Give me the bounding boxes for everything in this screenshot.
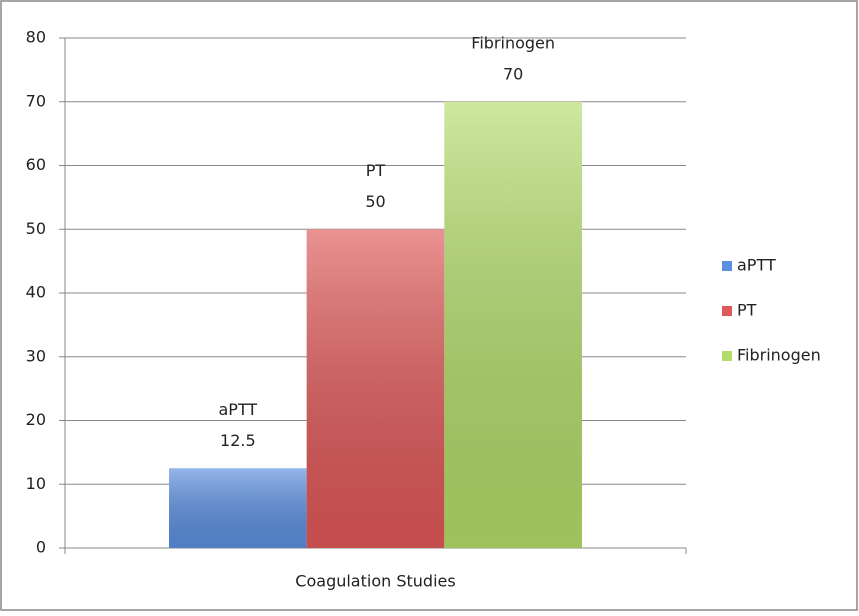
y-tick-label: 70 — [26, 91, 46, 110]
data-label-name: aPTT — [218, 400, 257, 419]
y-tick-label: 40 — [26, 283, 46, 302]
y-tick-label: 10 — [26, 474, 46, 493]
bar — [169, 468, 307, 548]
legend-label: aPTT — [737, 256, 776, 275]
y-tick-label: 50 — [26, 219, 46, 238]
legend-label: Fibrinogen — [737, 346, 821, 365]
data-label: 50 — [365, 192, 385, 211]
y-tick-label: 0 — [36, 538, 46, 557]
x-tick-label: Coagulation Studies — [295, 572, 455, 591]
data-label: 70 — [503, 64, 523, 83]
legend-swatch — [722, 351, 732, 361]
y-tick-label: 20 — [26, 410, 46, 429]
legend-swatch — [722, 306, 732, 316]
legend-label: PT — [737, 301, 757, 320]
bar — [444, 101, 582, 548]
y-tick-label: 80 — [26, 28, 46, 47]
data-label-name: PT — [366, 161, 386, 180]
bar — [306, 229, 445, 548]
legend-swatch — [722, 261, 732, 271]
data-label: 12.5 — [220, 431, 256, 450]
y-tick-label: 30 — [26, 346, 46, 365]
data-label-name: Fibrinogen — [471, 33, 555, 52]
y-tick-label: 60 — [26, 155, 46, 174]
